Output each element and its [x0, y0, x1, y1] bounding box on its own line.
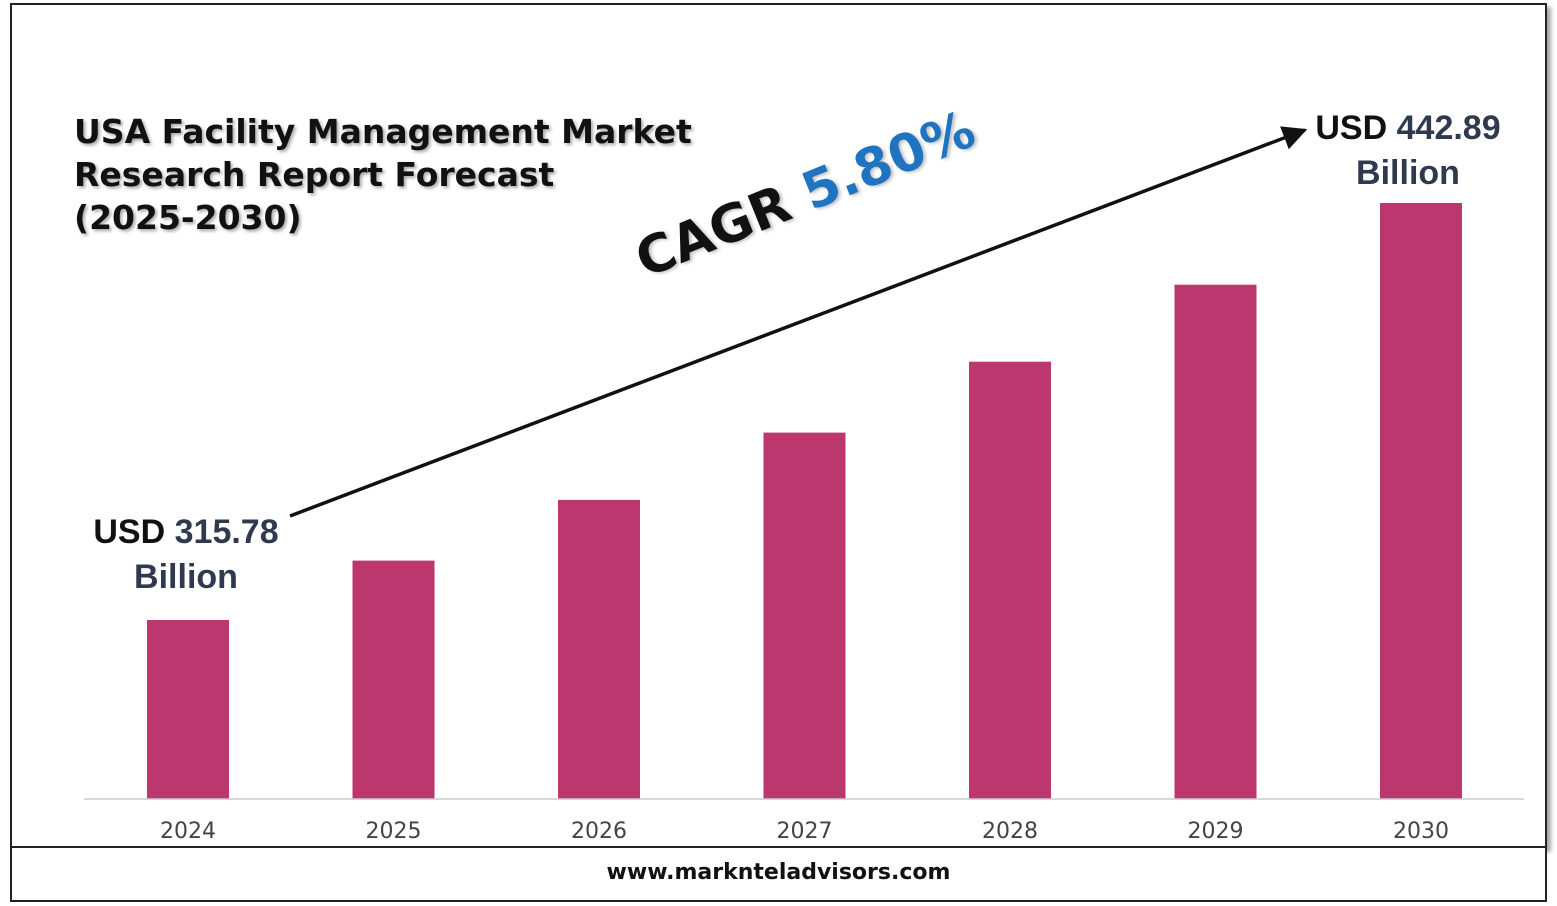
- footer-website[interactable]: www.marknteladvisors.com: [606, 860, 951, 885]
- end-value-callout: USD 442.89 Billion: [1300, 106, 1516, 196]
- chart-title: USA Facility Management Market Research …: [74, 112, 692, 237]
- end-currency: USD: [1315, 109, 1388, 147]
- bar-2025: [352, 560, 435, 799]
- x-tick-label-2024: 2024: [160, 819, 216, 844]
- x-tick-label-2026: 2026: [571, 819, 627, 844]
- bar-2027: [763, 432, 846, 799]
- end-unit: Billion: [1356, 154, 1460, 192]
- x-tick-label-2030: 2030: [1393, 819, 1449, 844]
- start-currency: USD: [93, 513, 166, 551]
- bar-2024: [147, 620, 229, 799]
- start-value: 315.78: [174, 513, 279, 551]
- x-tick-labels: 2024 2025 2026 2027 2028 2029 2030: [160, 819, 1449, 844]
- x-tick-label-2028: 2028: [982, 819, 1038, 844]
- bar-2026: [558, 499, 640, 799]
- start-unit: Billion: [134, 558, 238, 596]
- end-value: 442.89: [1396, 109, 1501, 147]
- footer-band: www.marknteladvisors.com: [10, 848, 1547, 902]
- start-value-callout: USD 315.78 Billion: [80, 510, 292, 600]
- bars-group: [147, 203, 1462, 799]
- bar-2028: [969, 361, 1051, 799]
- x-tick-label-2029: 2029: [1188, 819, 1244, 844]
- x-tick-label-2025: 2025: [366, 819, 422, 844]
- bar-2030: [1380, 203, 1462, 799]
- x-tick-label-2027: 2027: [777, 819, 833, 844]
- cagr-trend-arrow: [289, 126, 1308, 518]
- bar-2029: [1174, 284, 1257, 799]
